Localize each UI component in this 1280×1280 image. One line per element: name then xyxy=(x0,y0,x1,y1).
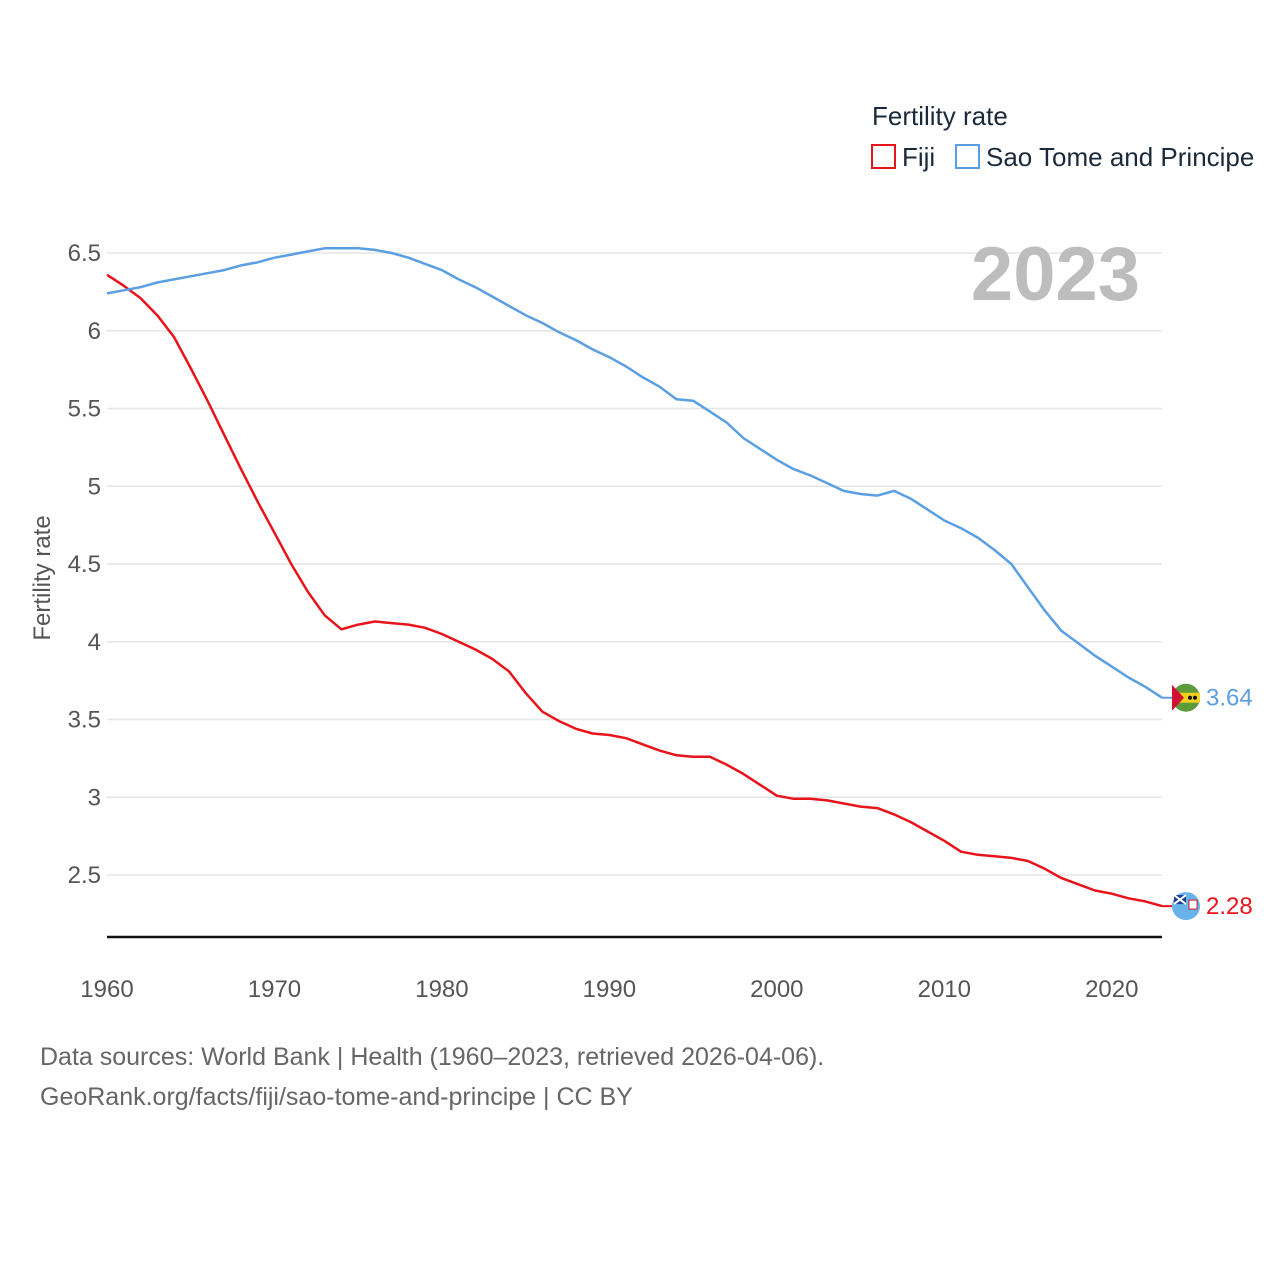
legend-swatch xyxy=(871,144,896,169)
x-tick-label: 1970 xyxy=(248,976,301,1003)
y-tick-label: 6 xyxy=(88,318,101,345)
y-tick-label: 3.5 xyxy=(68,707,101,734)
y-tick-label: 4 xyxy=(88,629,101,656)
series-group xyxy=(106,247,1163,908)
end-markers: 2.28 3.64 xyxy=(1162,683,1253,921)
y-tick-label: 4.5 xyxy=(68,551,101,578)
end-value-label: 2.28 xyxy=(1206,893,1253,920)
x-tick-label: 1960 xyxy=(80,976,133,1003)
y-tick-label: 3 xyxy=(88,784,101,811)
end-value-label: 3.64 xyxy=(1206,685,1253,712)
legend-label: Sao Tome and Principe xyxy=(986,142,1254,172)
series-line-sao-tome xyxy=(106,247,1163,699)
footer-sources: Data sources: World Bank | Health (1960–… xyxy=(40,1043,825,1071)
legend-title: Fertility rate xyxy=(872,101,1008,131)
x-tick-label: 1980 xyxy=(415,976,468,1003)
y-axis-ticks: 2.5 3 3.5 4 4.5 5 5.5 6 6.5 xyxy=(68,240,101,889)
x-tick-label: 2010 xyxy=(918,976,971,1003)
x-axis-ticks: 1960 1970 1980 1990 2000 2010 2020 xyxy=(80,976,1138,1003)
fiji-flag-icon xyxy=(1172,892,1200,921)
legend: Fertility rate Fiji Sao Tome and Principe xyxy=(871,101,1254,172)
legend-label: Fiji xyxy=(902,142,935,172)
y-tick-label: 5.5 xyxy=(68,396,101,423)
y-tick-label: 5 xyxy=(88,473,101,500)
grid-lines xyxy=(107,252,1162,876)
series-line-fiji xyxy=(106,273,1163,908)
sao-tome-flag-icon xyxy=(1172,683,1200,712)
y-axis-label: Fertility rate xyxy=(29,515,56,640)
x-tick-label: 1990 xyxy=(583,976,636,1003)
footer-link[interactable]: GeoRank.org/facts/fiji/sao-tome-and-prin… xyxy=(40,1083,633,1111)
x-tick-label: 2000 xyxy=(750,976,803,1003)
x-tick-label: 2020 xyxy=(1085,976,1138,1003)
y-tick-label: 6.5 xyxy=(68,240,101,267)
legend-swatch xyxy=(955,144,980,169)
y-tick-label: 2.5 xyxy=(68,862,101,889)
year-watermark: 2023 xyxy=(971,232,1140,317)
